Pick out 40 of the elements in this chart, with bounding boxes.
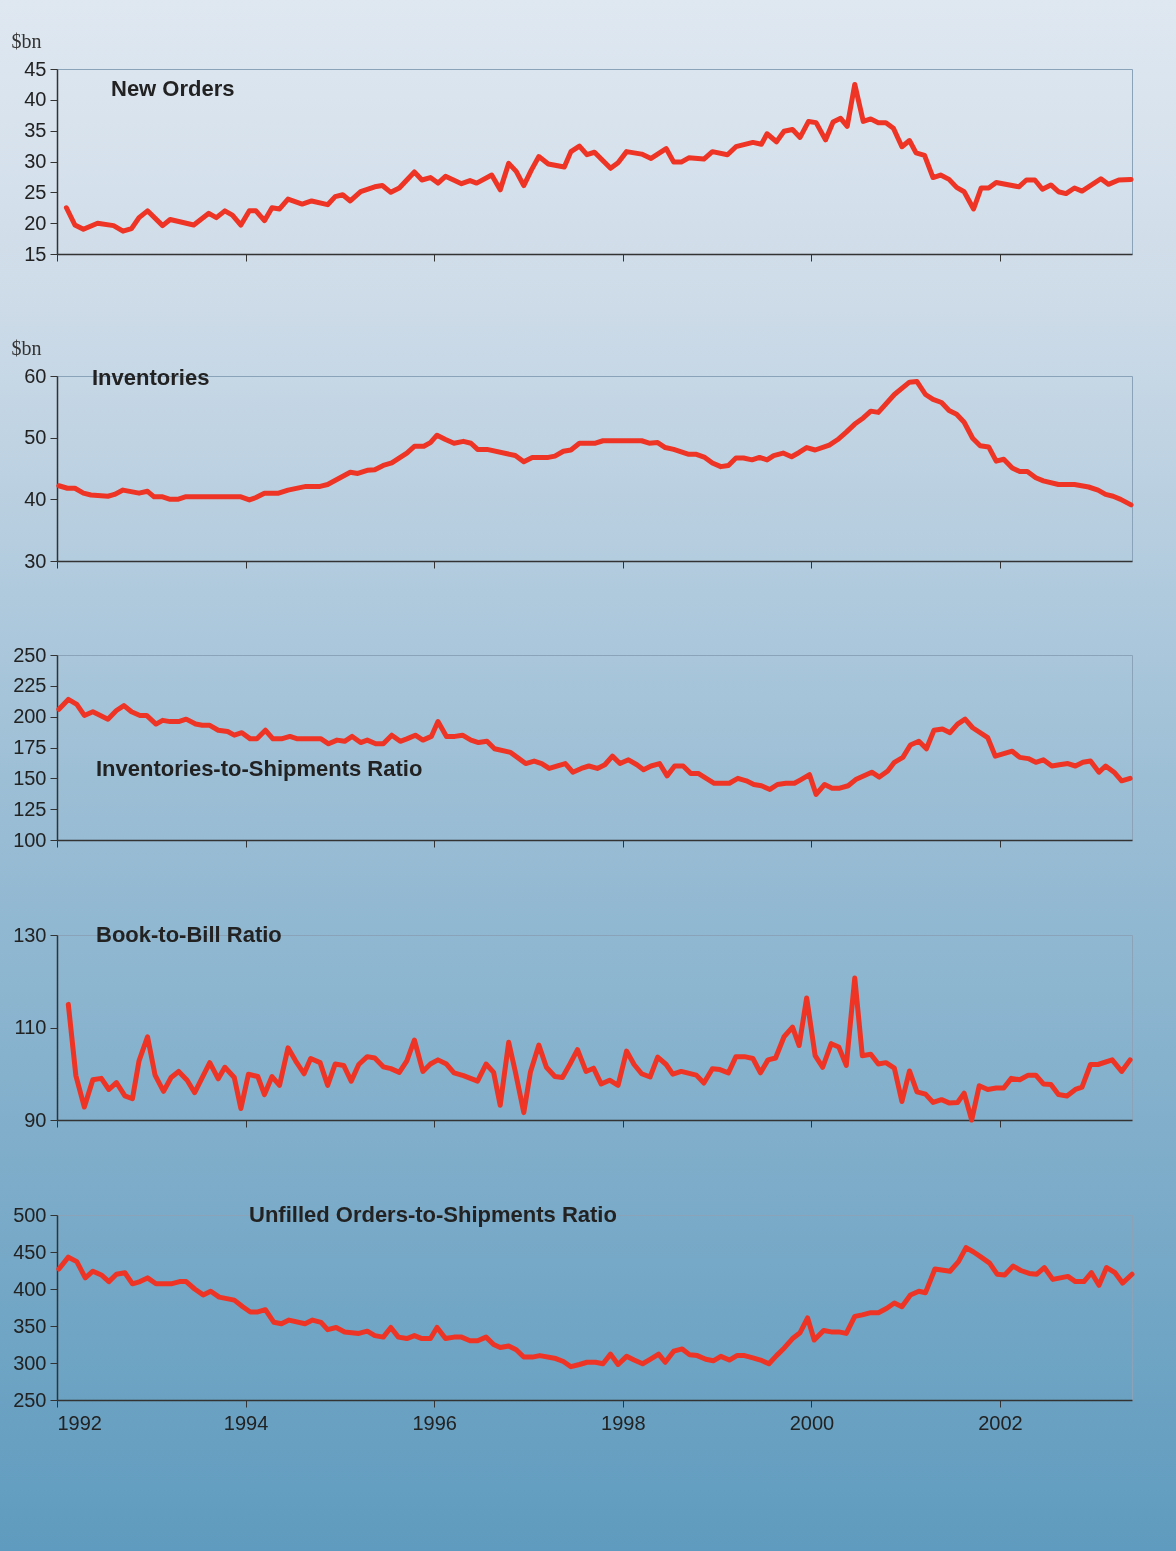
y-tick-label: 30 (24, 549, 47, 572)
text: Inventories-to-Shipments Ratio (96, 756, 423, 781)
y-tick-label: 15 (24, 242, 47, 265)
y-tick-label: 30 (24, 150, 47, 172)
y-axis-title: $bn (11, 336, 42, 359)
y-tick-label: 450 (13, 1240, 47, 1263)
y-tick-label: 500 (13, 1203, 47, 1226)
y-tick-label: 40 (24, 88, 47, 111)
y-tick-label: 300 (13, 1351, 47, 1374)
x-tick-label: 1992 (57, 1411, 102, 1434)
y-tick-label: 45 (24, 57, 47, 80)
y-tick-label: 130 (13, 923, 47, 946)
y-tick-label: 150 (13, 766, 47, 789)
y-tick-label: 90 (24, 1108, 47, 1131)
y-tick-label: 175 (13, 736, 47, 758)
y-tick-label: 40 (24, 487, 47, 510)
x-tick-label: 1994 (223, 1411, 269, 1434)
y-tick-label: 25 (24, 180, 47, 203)
y-tick-label: 400 (13, 1277, 47, 1300)
x-tick-label: 2000 (789, 1411, 835, 1434)
y-tick-label: 350 (13, 1314, 47, 1337)
chart-title: New Orders (111, 76, 235, 101)
y-tick-label: 100 (13, 828, 47, 851)
chart-title: Unfilled Orders-to-Shipments Ratio (249, 1202, 617, 1227)
y-tick-label: 250 (13, 1388, 47, 1411)
x-tick-label: 1996 (412, 1411, 457, 1434)
y-tick-label: 125 (13, 797, 47, 820)
y-tick-label: 20 (24, 211, 47, 234)
y-tick-label: 60 (24, 364, 47, 387)
y-tick-label: 35 (24, 119, 47, 142)
y-tick-label: 225 (13, 674, 47, 697)
y-tick-label: 50 (24, 426, 47, 449)
y-axis-title: $bn (11, 29, 42, 52)
chart-title: Book-to-Bill Ratio (96, 922, 282, 947)
y-tick-label: 110 (14, 1016, 47, 1038)
x-tick-label: 1998 (601, 1411, 646, 1434)
x-tick-label: 2002 (978, 1411, 1023, 1434)
chart-title: Inventories (92, 365, 210, 390)
y-tick-label: 200 (13, 705, 47, 728)
y-tick-label: 250 (13, 643, 47, 666)
